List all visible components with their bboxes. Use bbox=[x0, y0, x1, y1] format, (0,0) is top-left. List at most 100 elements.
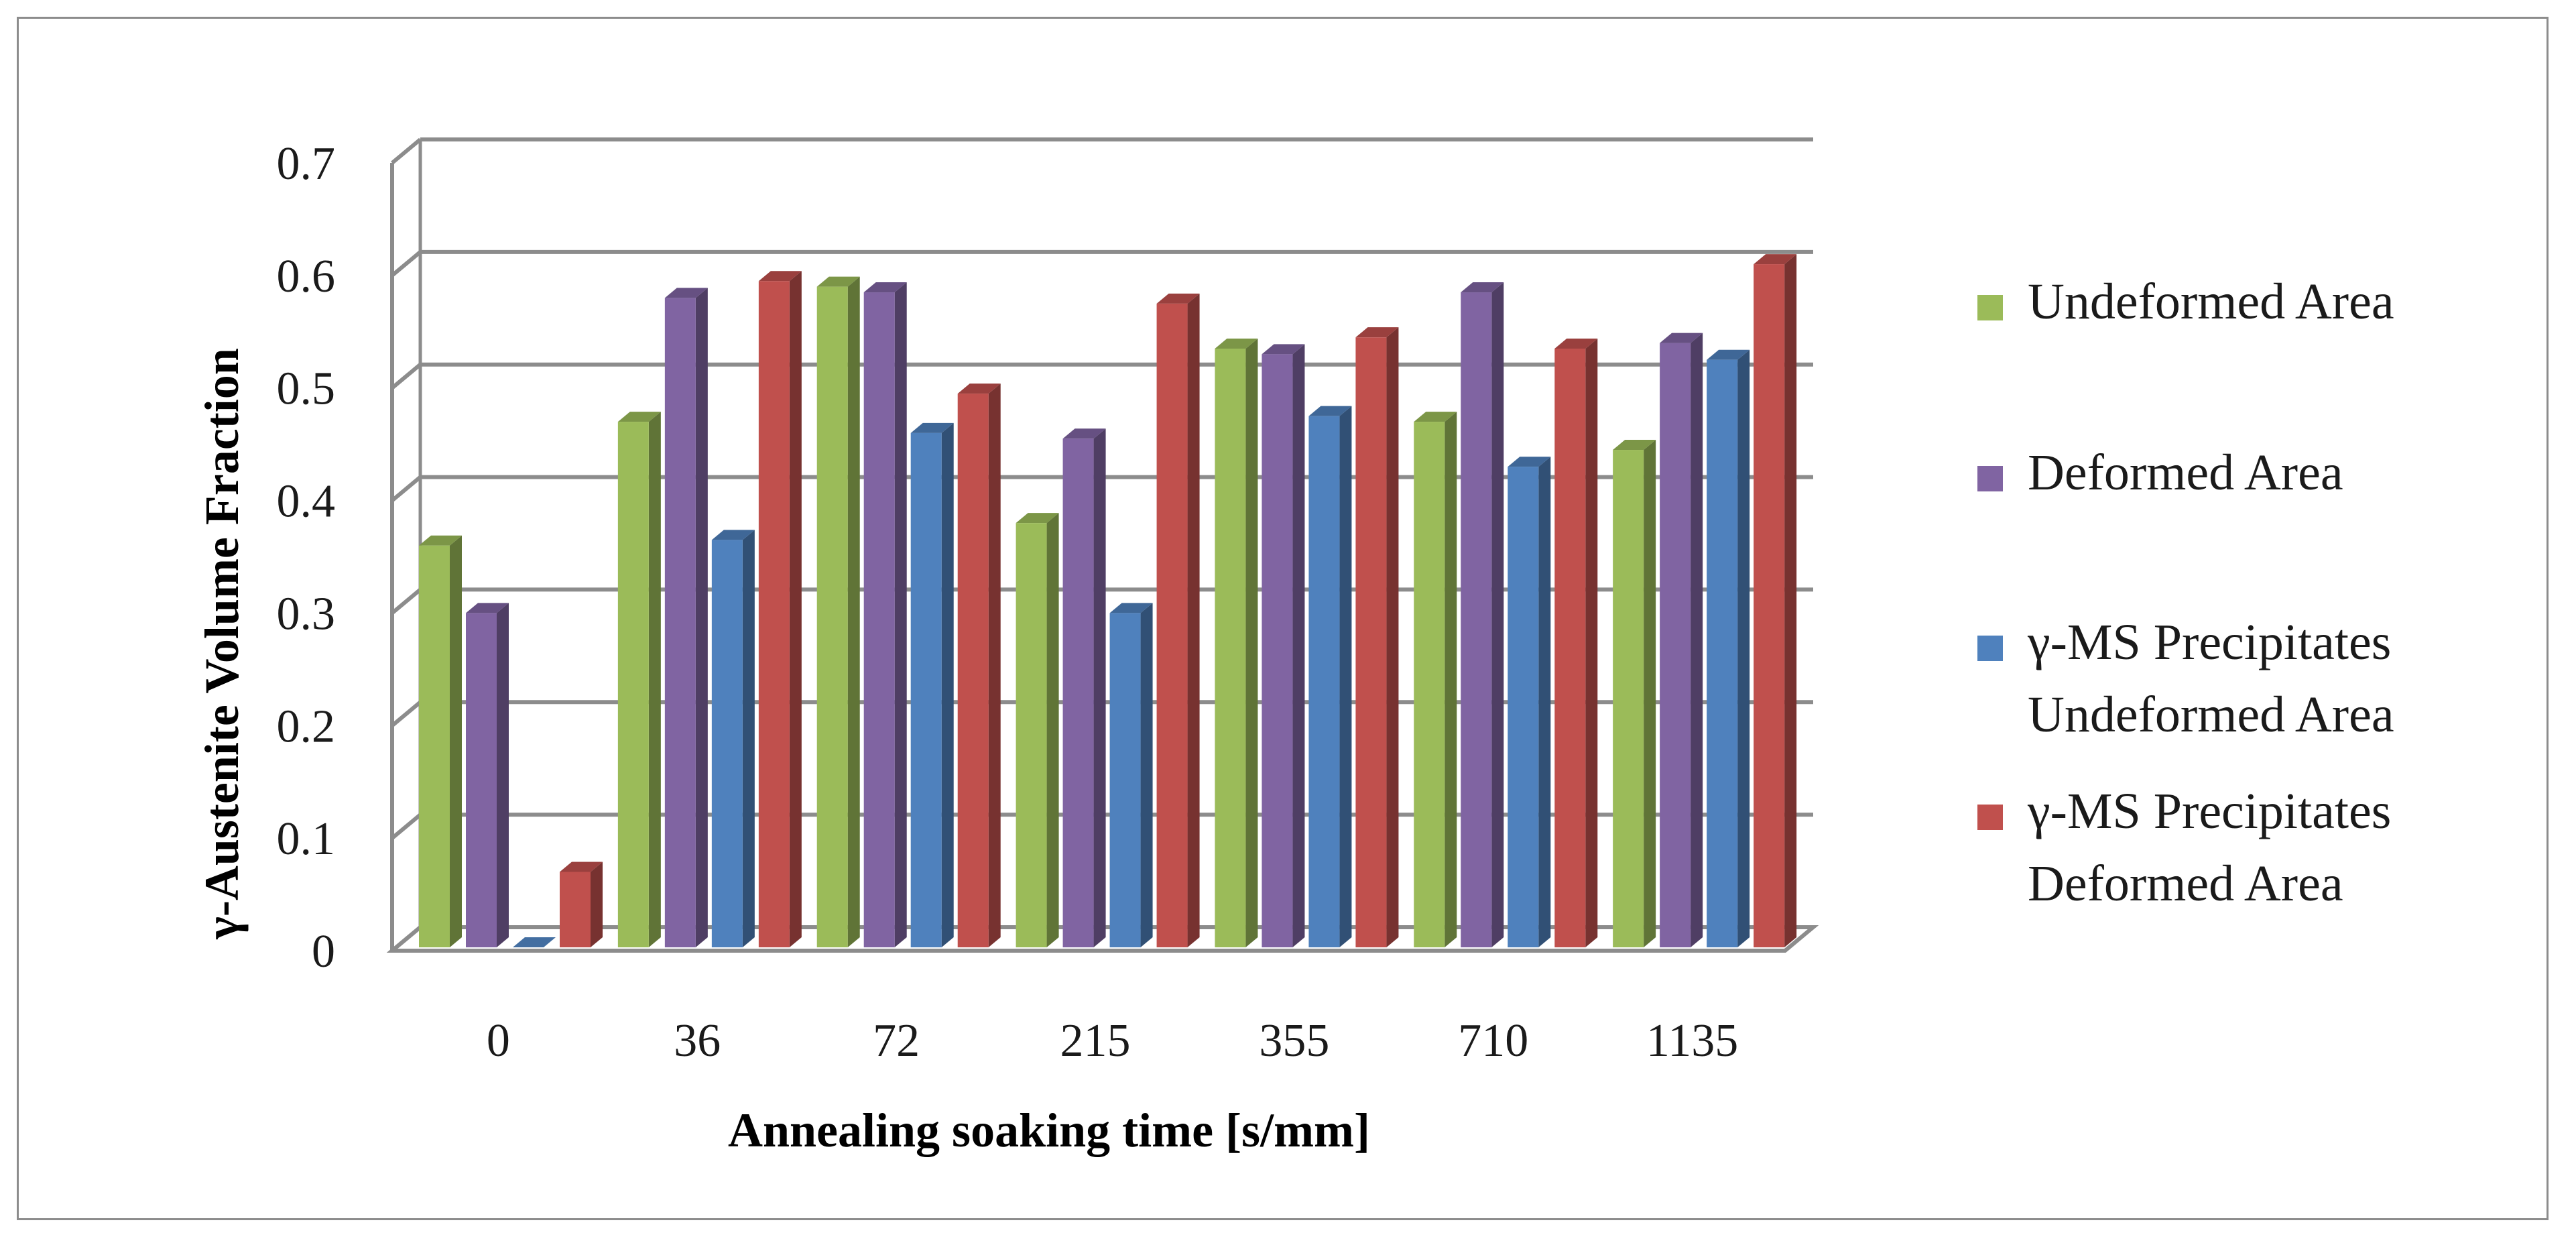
bar-front bbox=[1062, 438, 1094, 947]
bar bbox=[1156, 293, 1200, 948]
bar-side bbox=[648, 412, 661, 947]
gridline-slant bbox=[391, 137, 422, 165]
bar bbox=[1554, 338, 1598, 947]
y-tick-label: 0.6 bbox=[277, 251, 336, 302]
bar-top bbox=[1707, 349, 1750, 360]
x-axis-ticks: 0 36 72 215 355 710 1135 bbox=[487, 1015, 1738, 1067]
bar-top bbox=[1262, 344, 1305, 355]
bar-front bbox=[1016, 523, 1047, 947]
y-tick-label: 0.1 bbox=[277, 813, 336, 865]
bar bbox=[560, 862, 603, 947]
bar-side bbox=[450, 535, 462, 947]
bar bbox=[1062, 428, 1106, 947]
bar-top bbox=[1613, 440, 1656, 451]
y-tick-label: 0.2 bbox=[277, 701, 336, 752]
bar-front bbox=[617, 422, 649, 947]
legend-item: γ-MS Precipitates Deformed Area bbox=[1977, 783, 2391, 912]
bar bbox=[513, 937, 556, 947]
bar-top bbox=[1308, 406, 1352, 416]
bar-side bbox=[1187, 293, 1200, 948]
bar bbox=[1109, 603, 1153, 947]
bar-top bbox=[1156, 293, 1200, 304]
bar-side bbox=[1737, 349, 1750, 947]
bar-side bbox=[941, 422, 954, 947]
x-axis-title: Annealing soaking time [s/mm] bbox=[728, 1104, 1370, 1157]
gridline-slant bbox=[391, 475, 422, 502]
floor bbox=[386, 925, 1819, 953]
y-axis-title: γ-Austenite Volume Fraction bbox=[195, 348, 249, 940]
bar bbox=[1355, 327, 1399, 947]
legend-swatch bbox=[1977, 466, 2003, 491]
bar-front bbox=[863, 292, 895, 947]
bar-front bbox=[419, 545, 450, 947]
bar-side bbox=[1538, 457, 1551, 947]
gridline-slant bbox=[391, 250, 422, 278]
bar-top bbox=[1660, 333, 1703, 343]
bar-front bbox=[1754, 264, 1785, 948]
x-tick-label: 1135 bbox=[1646, 1015, 1738, 1067]
gridline-slant bbox=[391, 363, 422, 390]
bar-top bbox=[419, 535, 462, 546]
y-tick-label: 0.4 bbox=[277, 476, 336, 528]
bar-front bbox=[1215, 348, 1246, 947]
bar-top bbox=[1508, 457, 1551, 467]
bar-front bbox=[1461, 292, 1492, 947]
bar bbox=[419, 535, 462, 947]
x-tick-label: 710 bbox=[1458, 1015, 1528, 1067]
bar-top bbox=[1554, 338, 1598, 349]
y-tick-label: 0.5 bbox=[277, 363, 336, 415]
bar bbox=[664, 288, 708, 947]
bar-side bbox=[591, 862, 603, 947]
bar-front bbox=[560, 872, 591, 947]
bar-side bbox=[847, 276, 860, 948]
bar-front bbox=[1308, 416, 1340, 947]
bar-top bbox=[1016, 513, 1059, 524]
legend-label: γ-MS Precipitates bbox=[2027, 614, 2391, 670]
bar-side bbox=[1445, 412, 1457, 947]
bar-front bbox=[664, 298, 696, 947]
gridline-slant bbox=[391, 813, 422, 840]
bars bbox=[419, 254, 1797, 948]
bar-front bbox=[1156, 303, 1188, 948]
legend-label: Deformed Area bbox=[2028, 855, 2343, 912]
bar-top bbox=[1109, 603, 1153, 613]
bar-side bbox=[1644, 440, 1656, 947]
bar-front bbox=[1414, 422, 1445, 947]
bar-top bbox=[758, 271, 802, 282]
bar-top bbox=[1461, 282, 1504, 293]
legend-item: Undeformed Area bbox=[1977, 274, 2394, 330]
bar bbox=[1754, 254, 1797, 948]
bar-top bbox=[664, 288, 708, 298]
bar-top bbox=[1754, 254, 1797, 265]
y-tick-label: 0 bbox=[312, 926, 335, 977]
bar-front bbox=[910, 432, 942, 947]
bar-front bbox=[1109, 613, 1141, 947]
bar-side bbox=[1140, 603, 1153, 947]
legend-swatch bbox=[1977, 636, 2003, 661]
bar-side bbox=[1046, 513, 1059, 947]
x-tick-label: 72 bbox=[873, 1015, 920, 1067]
bar-top bbox=[1062, 428, 1106, 439]
y-tick-label: 0.3 bbox=[277, 588, 336, 640]
bar bbox=[466, 603, 509, 947]
bar bbox=[1461, 282, 1504, 947]
gridline-slant bbox=[391, 700, 422, 727]
bar bbox=[910, 422, 954, 947]
bar-front bbox=[1508, 467, 1539, 947]
bar-front bbox=[957, 394, 989, 947]
bar-front bbox=[1613, 450, 1644, 947]
x-tick-label: 0 bbox=[487, 1015, 510, 1067]
bar bbox=[758, 271, 802, 947]
bar bbox=[1660, 333, 1703, 948]
bar-side bbox=[1292, 344, 1305, 947]
bar bbox=[1508, 457, 1551, 947]
bar-side bbox=[894, 282, 907, 947]
bar-top bbox=[1355, 327, 1399, 338]
bar-front bbox=[1355, 337, 1387, 947]
bar-side bbox=[988, 383, 1001, 947]
y-axis-ticks: 0 0.1 0.2 0.3 0.4 0.5 0.6 0.7 bbox=[277, 138, 336, 977]
bar-top bbox=[711, 530, 755, 540]
bar-side bbox=[1784, 254, 1797, 948]
